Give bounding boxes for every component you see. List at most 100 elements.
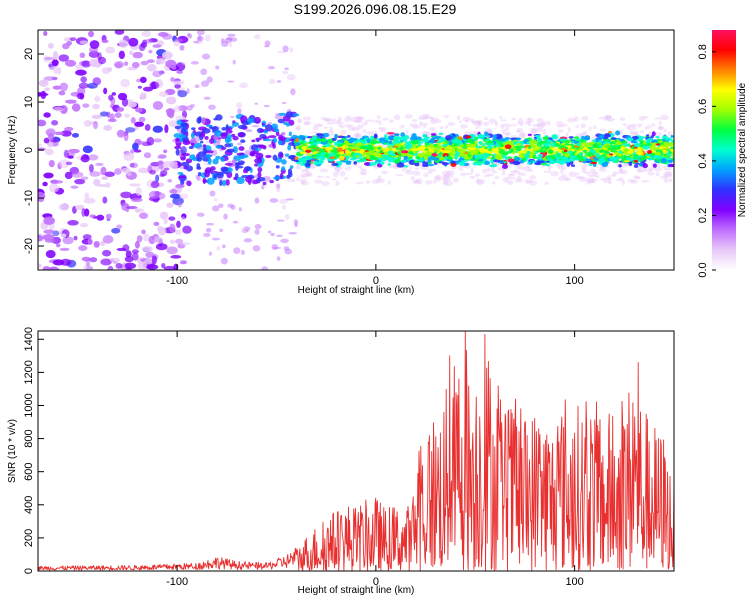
heatmap-cell xyxy=(610,150,618,153)
heatmap-cell xyxy=(353,118,362,123)
heatmap-cell xyxy=(89,257,98,263)
heatmap-cell xyxy=(298,157,304,161)
heatmap-cell xyxy=(590,178,596,184)
heatmap-cell xyxy=(663,149,667,154)
heatmap-cell xyxy=(169,193,181,199)
heatmap-cell xyxy=(206,222,215,226)
heatmap-cell xyxy=(135,107,143,113)
heatmap-cell xyxy=(135,208,140,213)
heatmap-cell xyxy=(305,162,311,167)
heatmap-cell xyxy=(433,178,437,184)
heatmap-cell xyxy=(668,178,673,183)
heatmap-cell xyxy=(478,141,483,145)
heatmap-cell xyxy=(575,175,583,179)
heatmap-cell xyxy=(42,234,55,241)
heatmap-cell xyxy=(116,107,125,112)
heatmap-cell xyxy=(396,162,405,168)
heatmap-cell xyxy=(316,175,324,179)
heatmap-cell xyxy=(581,167,586,173)
heatmap-cell xyxy=(181,216,186,222)
heatmap-cell xyxy=(581,164,587,170)
heatmap-cell xyxy=(524,153,530,159)
heatmap-cell xyxy=(618,164,622,168)
heatmap-cell xyxy=(185,165,193,172)
heatmap-cell xyxy=(305,155,313,160)
heatmap-cell xyxy=(598,144,603,148)
snr-y-label: SNR (10 * v/v) xyxy=(7,419,18,483)
heatmap-cell xyxy=(269,198,279,203)
heatmap-cell xyxy=(201,116,206,125)
heatmap-cell xyxy=(65,99,77,104)
heatmap-cell xyxy=(422,160,426,166)
heatmap-cell xyxy=(583,142,590,148)
colorbar-tick-label: 0.8 xyxy=(697,44,709,59)
heatmap-cell xyxy=(294,223,298,228)
heatmap-cell xyxy=(456,148,462,152)
heatmap-cell xyxy=(616,171,620,174)
heatmap-cell xyxy=(429,139,436,144)
heatmap-cell xyxy=(102,249,112,257)
heatmap-cell xyxy=(420,122,429,126)
heatmap-cell xyxy=(376,114,381,120)
heatmap-cell xyxy=(560,123,568,127)
heatmap-cell xyxy=(229,42,233,48)
heatmap-cell xyxy=(545,164,551,167)
heatmap-cell xyxy=(300,173,310,178)
heatmap-cell xyxy=(579,144,584,149)
heatmap-cell xyxy=(190,61,199,65)
spectrogram-heatmap xyxy=(38,30,674,270)
heatmap-cell xyxy=(378,138,385,142)
heatmap-cell xyxy=(318,158,324,164)
heatmap-cell xyxy=(65,161,73,166)
heatmap-cell xyxy=(599,149,605,153)
heatmap-cell xyxy=(164,124,169,134)
heatmap-cell xyxy=(131,249,139,254)
heatmap-cell xyxy=(634,130,639,135)
heatmap-cell xyxy=(446,170,455,175)
heatmap-cell xyxy=(399,136,405,141)
heatmap-cell xyxy=(339,165,343,170)
heatmap-cell xyxy=(388,145,393,151)
heatmap-cell xyxy=(441,142,447,145)
heatmap-cell xyxy=(430,116,434,122)
heatmap-cell xyxy=(83,119,92,127)
heatmap-cell xyxy=(647,171,655,176)
heatmap-cell xyxy=(293,159,300,163)
heatmap-cell xyxy=(474,126,480,130)
heatmap-cell xyxy=(622,123,628,127)
heatmap-cell xyxy=(650,152,656,156)
snr-y-tick-label: 1200 xyxy=(23,360,35,384)
heatmap-cell xyxy=(197,171,202,177)
heatmap-cell xyxy=(624,163,629,167)
heatmap-cell xyxy=(582,149,588,153)
heatmap-cell xyxy=(478,147,487,153)
heatmap-cell xyxy=(664,137,672,141)
heatmap-cell xyxy=(38,263,42,269)
heatmap-cell xyxy=(617,144,621,150)
heatmap-cell xyxy=(233,247,241,254)
heatmap-cell xyxy=(449,152,455,156)
heatmap-cell xyxy=(179,134,187,139)
heatmap-cell xyxy=(353,161,358,165)
heatmap-cell xyxy=(326,121,336,125)
heatmap-cell xyxy=(378,122,382,126)
heatmap-cell xyxy=(163,265,176,270)
heatmap-cell xyxy=(281,166,286,171)
heatmap-cell xyxy=(510,135,517,138)
heatmap-cell xyxy=(300,181,310,186)
heatmap-cell xyxy=(203,232,211,237)
heatmap-cell xyxy=(427,158,432,163)
heatmap-cell xyxy=(444,173,450,177)
heatmap-cell xyxy=(48,266,60,270)
heatmap-cell xyxy=(536,157,542,160)
heatmap-cell xyxy=(306,152,311,156)
heatmap-cell xyxy=(635,176,641,180)
heatmap-cell xyxy=(329,126,333,133)
heatmap-cell xyxy=(592,139,597,143)
heatmap-cell xyxy=(638,162,643,167)
heatmap-cell xyxy=(594,175,600,178)
heatmap-cell xyxy=(352,133,361,139)
heatmap-cell xyxy=(232,220,239,224)
heatmap-cell xyxy=(288,154,297,160)
heatmap-cell xyxy=(43,30,48,37)
